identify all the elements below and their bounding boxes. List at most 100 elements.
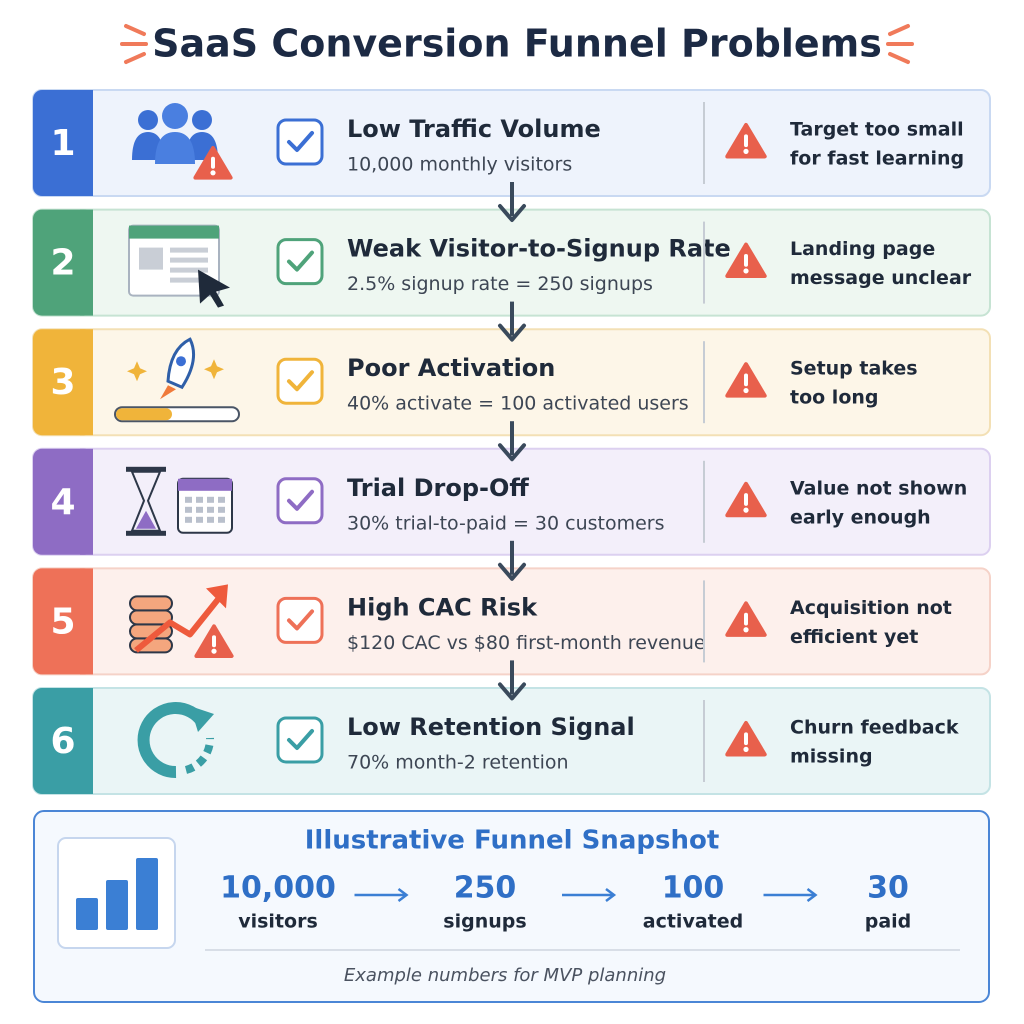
calendar-day	[185, 496, 192, 503]
calendar-day	[218, 496, 225, 503]
cycle-arrowhead	[190, 706, 214, 732]
stage-value: 100	[662, 871, 725, 906]
step-title: Poor Activation	[347, 354, 555, 382]
step-title: Weak Visitor-to-Signup Rate	[347, 235, 731, 263]
step-note: missing	[790, 746, 873, 768]
warning-dot	[743, 268, 749, 274]
warning-dot	[743, 627, 749, 633]
checkmark	[287, 250, 314, 272]
stage-value: 10,000	[220, 871, 336, 906]
title: SaaS Conversion Funnel Problems	[152, 22, 882, 66]
number-box-edge	[80, 568, 93, 675]
flow-arrowhead	[498, 562, 526, 581]
number-box	[33, 568, 93, 675]
stage-label: activated	[643, 911, 743, 933]
step-number: 3	[50, 362, 75, 403]
step-row: 2 Weak Visitor-to-Signup Rate 2.5% signup …	[32, 208, 991, 317]
browser-line	[170, 247, 208, 253]
checkbox	[276, 238, 324, 286]
step-number: 1	[50, 123, 75, 164]
warning-mark	[744, 493, 748, 506]
rocket-window	[176, 356, 186, 367]
hourglass-sand	[136, 510, 156, 529]
step-detail: 10,000 monthly visitors	[347, 154, 572, 176]
number-box-edge	[80, 90, 93, 196]
calendar-day	[196, 506, 203, 513]
warning-dot	[743, 507, 749, 513]
step-detail: $120 CAC vs $80 first-month revenue	[347, 632, 706, 654]
checkbox	[276, 477, 324, 525]
stage-value: 30	[867, 871, 909, 906]
coin	[129, 595, 173, 612]
calendar-day	[196, 516, 203, 523]
number-box-edge	[80, 329, 93, 436]
checkbox	[276, 118, 324, 166]
step-note: Landing page	[790, 238, 935, 260]
warning-mark	[744, 373, 748, 387]
step-detail: 70% month-2 retention	[347, 752, 569, 774]
checkmark	[287, 729, 314, 750]
chart-icon-bar	[106, 880, 128, 930]
browser-bar	[129, 225, 219, 239]
warning-mark	[744, 253, 748, 267]
hourglass-top	[126, 466, 166, 472]
cycle-dashes	[184, 737, 214, 774]
person-head	[162, 103, 188, 129]
progress-fill	[116, 408, 172, 421]
chart-icon-bar	[76, 898, 98, 930]
browser-line	[170, 277, 208, 283]
trend-arrowhead	[206, 584, 228, 609]
checkbox	[276, 716, 324, 764]
calendar-day	[207, 496, 214, 503]
stage-arrowhead	[605, 888, 617, 902]
number-box-edge	[80, 688, 93, 794]
step-title: Trial Drop-Off	[347, 474, 529, 502]
number-box	[33, 688, 93, 794]
warning-mark	[212, 635, 216, 648]
step-number: 2	[50, 243, 75, 284]
stage-label: visitors	[238, 911, 318, 933]
step-detail: 2.5% signup rate = 250 signups	[347, 273, 653, 295]
step-row: 4 Trial Drop-Off 30% trial-to-paid = 30 cu…	[32, 447, 991, 556]
snapshot-title: Illustrative Funnel Snapshot	[305, 826, 720, 856]
stage-label: paid	[865, 911, 912, 933]
step-note: efficient yet	[790, 626, 918, 648]
step-note: for fast learning	[790, 148, 964, 170]
step-note: early enough	[790, 506, 931, 528]
step-note: Value not shown	[790, 477, 967, 499]
step-note: Churn feedback	[790, 717, 959, 739]
number-box-edge	[80, 209, 93, 316]
person-head	[138, 110, 158, 130]
calendar-day	[185, 516, 192, 523]
warning-dot	[743, 387, 749, 394]
step-title: Low Retention Signal	[347, 713, 635, 741]
stage-arrowhead	[397, 888, 409, 902]
number-box	[33, 90, 93, 196]
warning-dot	[743, 746, 749, 752]
step-note: Target too small	[790, 119, 964, 141]
calendar-day	[185, 506, 192, 513]
browser-image	[139, 247, 163, 270]
step-row: 1 Low Traffic Volume 10,000 monthly visito…	[32, 89, 991, 197]
title-decoration	[120, 24, 914, 64]
flow-arrowhead	[498, 323, 526, 342]
rocket-flame	[160, 385, 176, 400]
snapshot-footnote: Example numbers for MVP planning	[344, 965, 666, 986]
checkbox	[276, 596, 324, 644]
step-row: 6 Low Retention Signal 70% month-2 retenti…	[32, 687, 991, 795]
browser-line	[170, 267, 208, 273]
trend-arrow	[134, 592, 225, 653]
checkmark	[287, 609, 314, 631]
step-note: Setup takes	[790, 358, 918, 380]
number-box-edge	[80, 448, 93, 555]
step-title: High CAC Risk	[347, 593, 538, 621]
snapshot-box	[33, 810, 990, 1003]
cycle-arrow	[137, 702, 207, 779]
step-title: Low Traffic Volume	[347, 115, 601, 143]
stage-arrowhead	[806, 888, 818, 902]
calendar-day	[207, 516, 214, 523]
checkmark	[287, 370, 314, 392]
sparkle	[204, 359, 224, 380]
warning-dot	[210, 170, 216, 176]
